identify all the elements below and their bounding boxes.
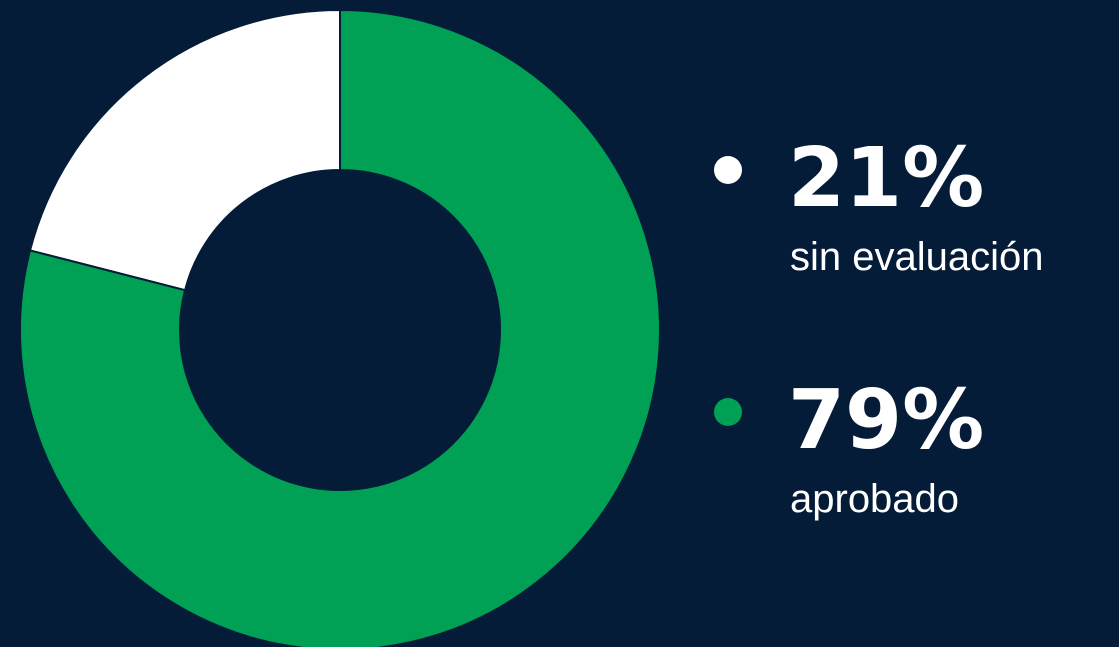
legend-marker [714, 398, 742, 426]
legend-label: aprobado [790, 477, 959, 521]
legend-value: 79% [788, 373, 984, 468]
slice [28, 8, 341, 292]
legend-label: sin evaluación [790, 235, 1044, 279]
legend-marker [714, 156, 742, 184]
slice [19, 8, 661, 647]
legend-value: 21% [788, 131, 984, 226]
